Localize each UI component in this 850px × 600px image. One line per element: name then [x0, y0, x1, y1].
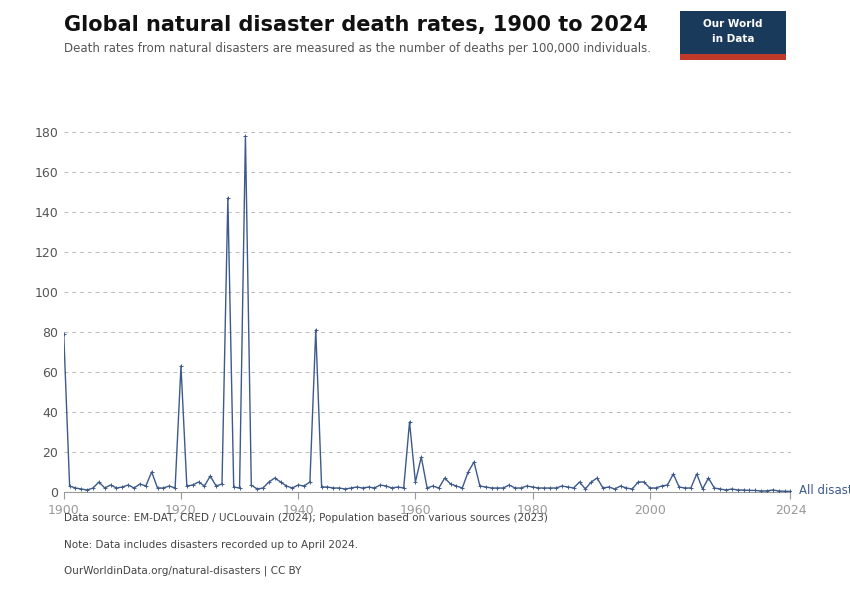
Text: Death rates from natural disasters are measured as the number of deaths per 100,: Death rates from natural disasters are m… — [64, 42, 651, 55]
Text: All disasters: All disasters — [799, 484, 850, 497]
Text: Our World: Our World — [703, 19, 763, 29]
Text: Global natural disaster death rates, 1900 to 2024: Global natural disaster death rates, 190… — [64, 15, 648, 35]
Text: Note: Data includes disasters recorded up to April 2024.: Note: Data includes disasters recorded u… — [64, 540, 358, 550]
Text: Data source: EM-DAT, CRED / UCLouvain (2024); Population based on various source: Data source: EM-DAT, CRED / UCLouvain (2… — [64, 513, 547, 523]
Text: OurWorldinData.org/natural-disasters | CC BY: OurWorldinData.org/natural-disasters | C… — [64, 565, 301, 576]
Text: in Data: in Data — [711, 34, 755, 44]
